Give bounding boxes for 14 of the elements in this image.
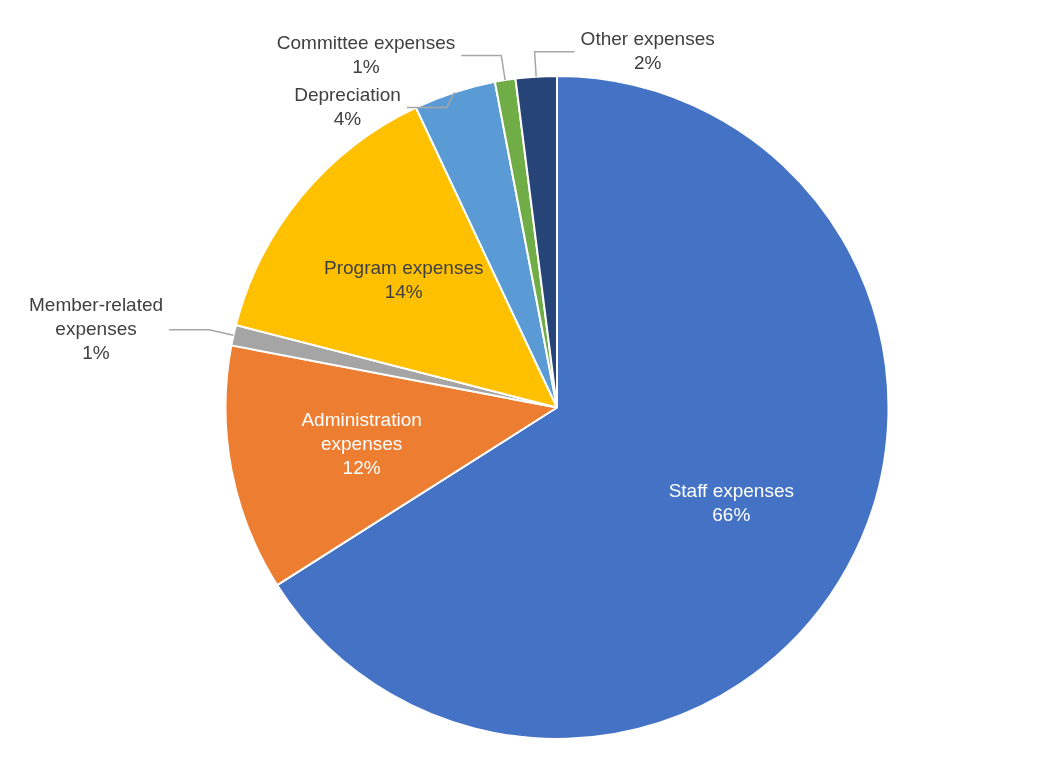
slice-label: Other expenses	[580, 27, 715, 49]
data-label: 66%	[712, 503, 751, 525]
data-label: 14%	[384, 280, 423, 302]
slice-label: Program expenses	[324, 256, 484, 278]
data-label: 1%	[82, 341, 110, 363]
slice-label: Staff expenses	[668, 479, 794, 501]
slice-label: Committee expenses	[276, 31, 456, 53]
data-label: 1%	[352, 55, 380, 77]
slice-label: Member-related expenses	[28, 293, 164, 339]
slice-label: Administration expenses	[301, 409, 422, 454]
slice-label: Depreciation	[294, 83, 401, 105]
data-label: 12%	[342, 457, 381, 478]
data-label: 4%	[333, 107, 362, 129]
data-label: 2%	[633, 51, 662, 73]
